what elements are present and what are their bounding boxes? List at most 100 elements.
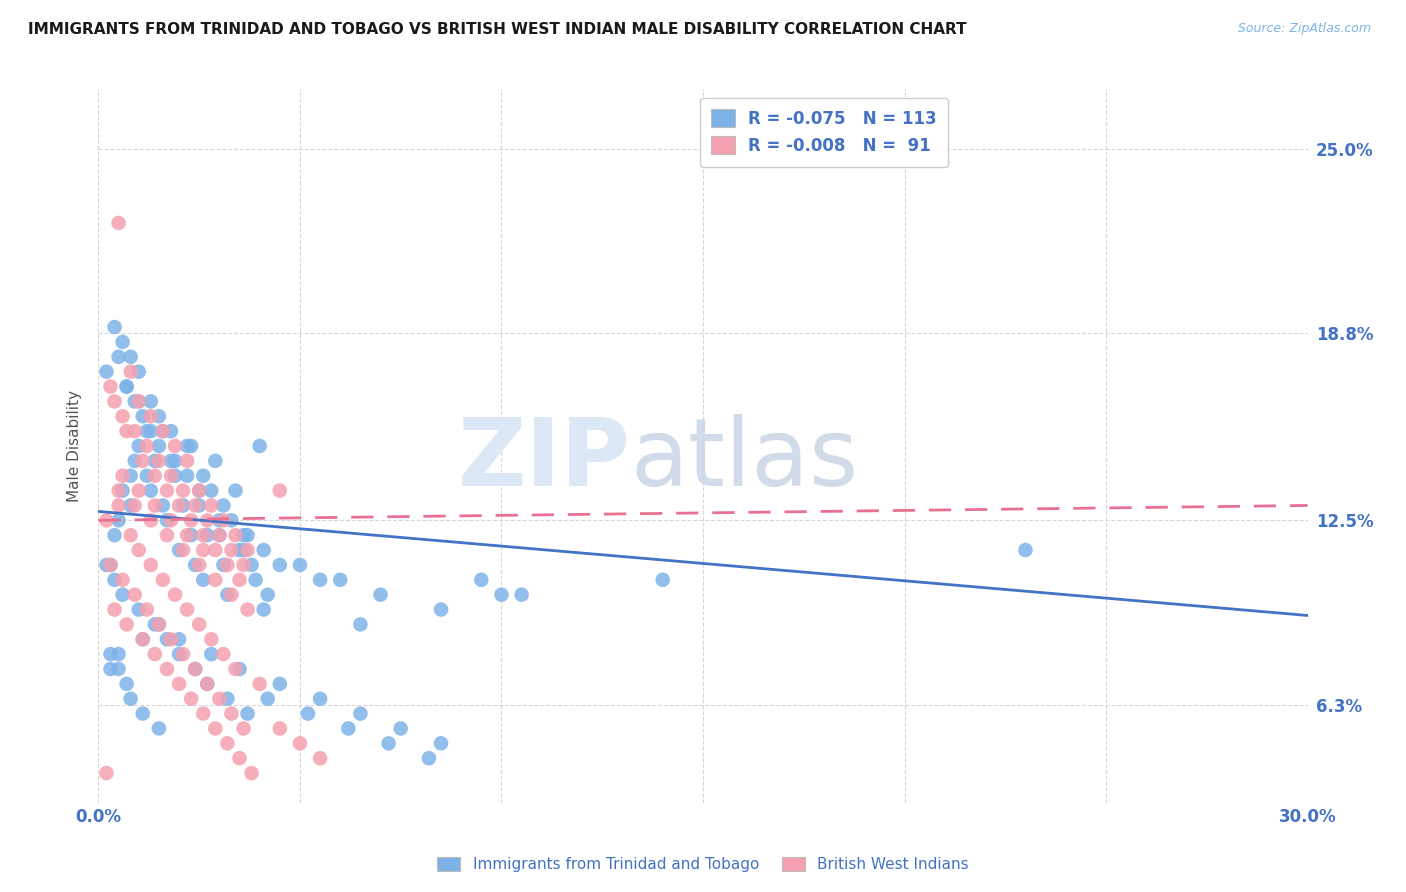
Point	[160, 454, 183, 468]
Point	[329, 573, 352, 587]
Point	[249, 677, 271, 691]
Point	[111, 334, 134, 349]
Point	[208, 513, 231, 527]
Point	[418, 751, 440, 765]
Point	[228, 662, 250, 676]
Point	[115, 677, 138, 691]
Point	[132, 706, 155, 721]
Point	[156, 483, 179, 498]
Point	[139, 424, 162, 438]
Point	[124, 394, 146, 409]
Point	[195, 677, 218, 691]
Point	[288, 736, 311, 750]
Point	[236, 602, 259, 616]
Point	[377, 736, 399, 750]
Point	[176, 602, 198, 616]
Point	[184, 662, 207, 676]
Point	[188, 558, 211, 572]
Point	[172, 543, 194, 558]
Point	[349, 617, 371, 632]
Point	[269, 722, 291, 736]
Point	[120, 528, 142, 542]
Point	[128, 394, 150, 409]
Point	[193, 543, 215, 558]
Point	[156, 513, 179, 527]
Point	[156, 528, 179, 542]
Point	[139, 394, 162, 409]
Point	[124, 454, 146, 468]
Point	[249, 439, 271, 453]
Point	[309, 691, 332, 706]
Point	[212, 499, 235, 513]
Point	[148, 454, 170, 468]
Point	[163, 439, 186, 453]
Point	[208, 528, 231, 542]
Point	[176, 454, 198, 468]
Point	[100, 558, 122, 572]
Point	[107, 662, 129, 676]
Point	[128, 394, 150, 409]
Point	[370, 588, 392, 602]
Point	[143, 647, 166, 661]
Point	[128, 365, 150, 379]
Point	[96, 766, 118, 780]
Point	[288, 558, 311, 572]
Point	[224, 662, 246, 676]
Point	[200, 499, 222, 513]
Point	[232, 558, 254, 572]
Point	[124, 499, 146, 513]
Point	[128, 439, 150, 453]
Point	[204, 573, 226, 587]
Point	[253, 543, 276, 558]
Point	[240, 766, 263, 780]
Point	[120, 499, 142, 513]
Point	[491, 588, 513, 602]
Point	[160, 424, 183, 438]
Point	[389, 722, 412, 736]
Point	[217, 558, 239, 572]
Point	[115, 379, 138, 393]
Point	[115, 617, 138, 632]
Point	[224, 483, 246, 498]
Point	[167, 632, 190, 647]
Point	[143, 468, 166, 483]
Point	[176, 528, 198, 542]
Point	[232, 722, 254, 736]
Point	[195, 528, 218, 542]
Point	[163, 454, 186, 468]
Point	[217, 588, 239, 602]
Point	[297, 706, 319, 721]
Point	[135, 439, 157, 453]
Point	[188, 483, 211, 498]
Point	[152, 499, 174, 513]
Point	[212, 513, 235, 527]
Point	[256, 691, 278, 706]
Point	[195, 677, 218, 691]
Point	[228, 543, 250, 558]
Point	[156, 662, 179, 676]
Point	[184, 558, 207, 572]
Point	[120, 691, 142, 706]
Point	[148, 617, 170, 632]
Point	[1014, 543, 1036, 558]
Point	[132, 632, 155, 647]
Point	[143, 454, 166, 468]
Point	[103, 573, 125, 587]
Point	[152, 424, 174, 438]
Point	[139, 409, 162, 424]
Point	[100, 647, 122, 661]
Point	[193, 468, 215, 483]
Point	[195, 513, 218, 527]
Point	[188, 499, 211, 513]
Point	[143, 617, 166, 632]
Point	[236, 706, 259, 721]
Point	[152, 424, 174, 438]
Point	[132, 454, 155, 468]
Point	[221, 543, 243, 558]
Point	[184, 662, 207, 676]
Point	[111, 468, 134, 483]
Point	[103, 394, 125, 409]
Point	[232, 543, 254, 558]
Point	[167, 499, 190, 513]
Point	[172, 483, 194, 498]
